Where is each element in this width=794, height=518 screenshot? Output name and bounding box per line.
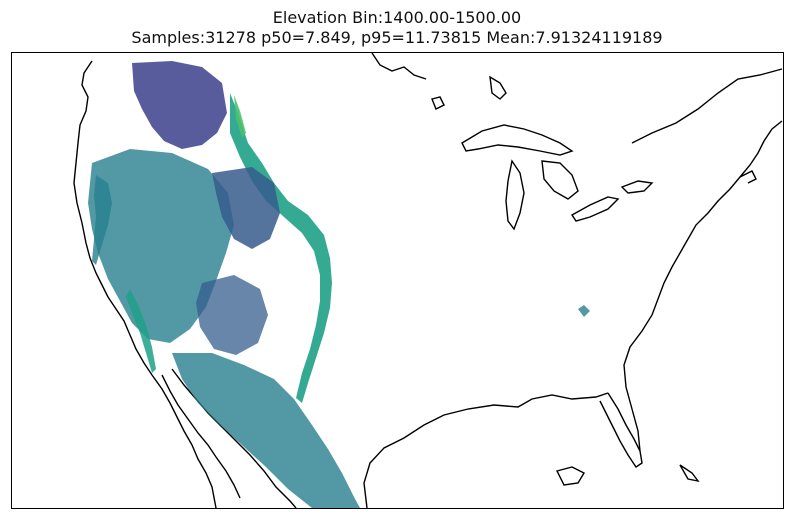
cluster-colorado-plateau <box>196 275 268 355</box>
lake-of-the-woods <box>431 96 445 110</box>
cluster-wyoming <box>212 167 280 249</box>
map-canvas <box>73 53 783 508</box>
hudson-bay-fragment <box>371 53 427 80</box>
cluster-sierra <box>126 289 156 373</box>
florida-coast <box>599 392 643 468</box>
cluster-cascades <box>92 175 112 265</box>
lake-ontario <box>620 180 654 194</box>
st-lawrence <box>631 68 783 144</box>
map-frame <box>11 52 784 509</box>
cluster-front-range <box>230 93 332 403</box>
chart-title-line-1: Elevation Bin:1400.00-1500.00 <box>272 8 522 27</box>
cluster-central <box>578 305 590 317</box>
new-england-coast <box>739 170 757 184</box>
lake-erie <box>570 196 620 222</box>
mainland-mexico-west-coast <box>171 368 297 508</box>
cluster-great-basin <box>88 149 234 343</box>
cluster-southwest <box>172 353 360 508</box>
chart-title-line-2: Samples:31278 p50=7.849, p95=11.73815 Me… <box>131 28 663 47</box>
gulf-coast-west <box>161 374 241 499</box>
lake-huron <box>541 160 579 200</box>
cluster-northern-rockies <box>132 61 227 149</box>
cluster-front-range-edge <box>234 95 246 137</box>
yucatan-fragment <box>555 466 585 486</box>
coastline <box>73 53 783 508</box>
lake-winnipeg-fragment <box>489 75 507 100</box>
atlantic-coastline <box>623 120 783 452</box>
sample-points <box>88 61 590 508</box>
pacific-coastline <box>73 60 217 508</box>
cuba-fragment <box>679 464 700 483</box>
lake-michigan <box>505 159 525 231</box>
gulf-of-mexico-coast <box>363 392 609 508</box>
lake-superior <box>461 124 574 156</box>
